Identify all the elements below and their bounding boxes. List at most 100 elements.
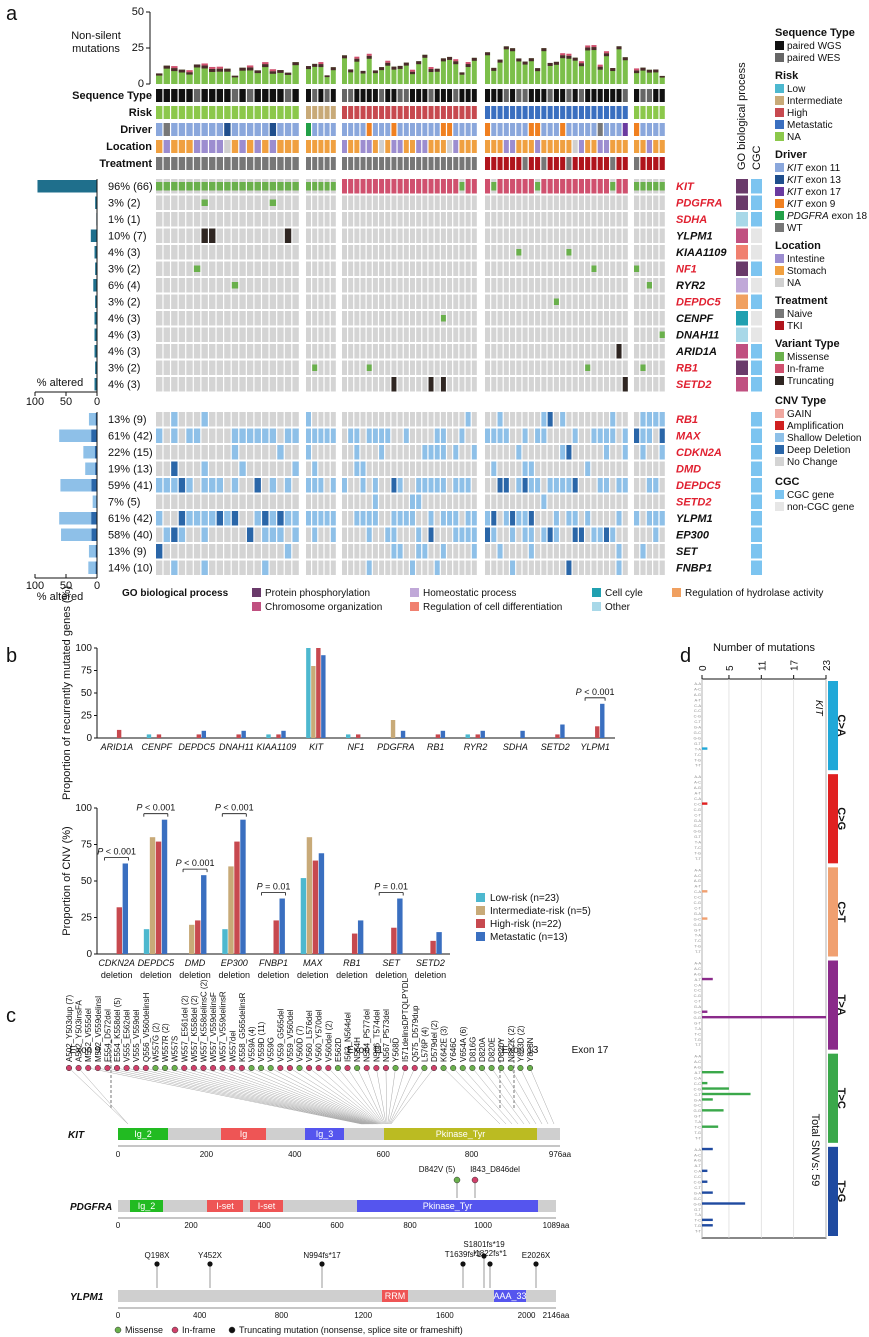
mutation-bar-truncating	[434, 68, 440, 72]
risk-cell	[585, 106, 591, 119]
p-value: P < 0.001	[176, 858, 215, 868]
snv-cell	[379, 327, 385, 342]
snv-cell	[410, 212, 415, 227]
cnv-gene-label: FNBP1	[676, 563, 712, 575]
kit-axis-label: 0	[116, 1150, 121, 1159]
driver-cell	[553, 123, 559, 136]
cnv-cell	[239, 560, 246, 575]
snv-cell	[224, 228, 231, 243]
driver-cell	[239, 123, 246, 136]
snv-cell	[156, 360, 163, 375]
snv-cell	[465, 212, 471, 227]
cnv-cell	[156, 560, 163, 575]
cnv-gene-label: EP300	[676, 530, 710, 542]
bar	[222, 929, 228, 954]
mutation-bar-inframe	[410, 69, 415, 72]
snv-cell	[209, 278, 216, 293]
cnv-cell	[585, 428, 591, 443]
seq-type-cell	[231, 89, 239, 102]
cnv-cell	[178, 544, 186, 559]
risk-cell	[485, 106, 491, 119]
snv-cell	[553, 360, 559, 375]
bar	[228, 866, 234, 954]
snv-kit-mark	[354, 179, 360, 194]
cnv-cell	[591, 560, 597, 575]
cnv-cell	[610, 478, 616, 493]
cnv-cell	[262, 412, 269, 427]
bar	[351, 933, 358, 954]
cnv-cell	[209, 478, 216, 493]
kit-mutation-label: D820E	[488, 1038, 497, 1062]
legend-item: Truncating	[787, 376, 834, 387]
snv-cell	[528, 245, 534, 260]
snv-cell	[216, 377, 224, 392]
seq-type-cell	[547, 89, 553, 102]
panel-label-c: c	[6, 1005, 16, 1027]
snv-cell	[510, 245, 516, 260]
snv-cell	[354, 245, 360, 260]
snv-cell	[284, 278, 292, 293]
bar	[555, 734, 560, 738]
snv-cell	[471, 327, 477, 342]
cnv-cell	[653, 544, 659, 559]
cnv-cell	[553, 511, 559, 526]
cnv-cell	[603, 544, 610, 559]
mutation-bar	[547, 62, 553, 84]
snv-cell	[447, 311, 453, 326]
snv-cell	[269, 245, 277, 260]
cnv-cell	[459, 445, 465, 460]
lollipop-head	[200, 1064, 207, 1072]
cnv-cell	[385, 511, 391, 526]
snv-cell	[459, 360, 465, 375]
substitution-band	[828, 774, 838, 864]
cnv-cell	[318, 511, 324, 526]
snv-cell	[193, 278, 201, 293]
snv-cell	[553, 311, 559, 326]
snv-percent-label: 3% (2)	[108, 264, 140, 276]
snv-cell	[591, 245, 597, 260]
snv-cell	[262, 294, 269, 309]
snv-cell	[640, 311, 646, 326]
cnv-cell	[348, 544, 354, 559]
lollipop-head	[363, 1064, 370, 1072]
snv-cell	[342, 294, 347, 309]
snv-cell	[348, 195, 354, 210]
cnv-cell	[366, 445, 372, 460]
lollipop-head	[392, 1064, 399, 1072]
context-label: T-G	[694, 1037, 701, 1042]
legend-swatch	[775, 84, 784, 93]
driver-cell	[246, 123, 254, 136]
cnv-cell	[262, 527, 269, 542]
mutation-bar-inframe	[366, 53, 372, 56]
snv-cell	[516, 278, 522, 293]
snv-cell	[616, 261, 622, 276]
treatment-cell	[566, 157, 572, 170]
cnv-cell	[503, 527, 509, 542]
cnv-cell	[640, 544, 646, 559]
cgc-cell	[751, 544, 762, 559]
kit-mutation-label: V559G	[267, 1037, 276, 1062]
cnv-cell	[491, 560, 497, 575]
location-cell	[522, 140, 528, 153]
snv-cell	[354, 228, 360, 243]
mutation-bar-truncating	[659, 75, 665, 78]
snv-cell	[348, 360, 354, 375]
cnv-cell	[324, 428, 330, 443]
top-tick-label: 50	[132, 6, 144, 18]
risk-cell	[163, 106, 170, 119]
cnv-cell	[616, 412, 622, 427]
snv-cell	[348, 344, 354, 359]
seq-type-cell	[440, 89, 446, 102]
snv-cell	[634, 228, 640, 243]
snv-cell	[246, 294, 254, 309]
cnv-cell	[330, 527, 336, 542]
snv-cell	[471, 195, 477, 210]
snv-cell	[566, 377, 572, 392]
cnv-cell	[640, 461, 646, 476]
snv-cell	[224, 195, 231, 210]
kit-mutation-label: M552_V559delinsI	[94, 996, 103, 1062]
cnv-cell	[447, 428, 453, 443]
snv-cell	[516, 360, 522, 375]
snv-cell	[591, 278, 597, 293]
cnv-cell	[379, 511, 385, 526]
